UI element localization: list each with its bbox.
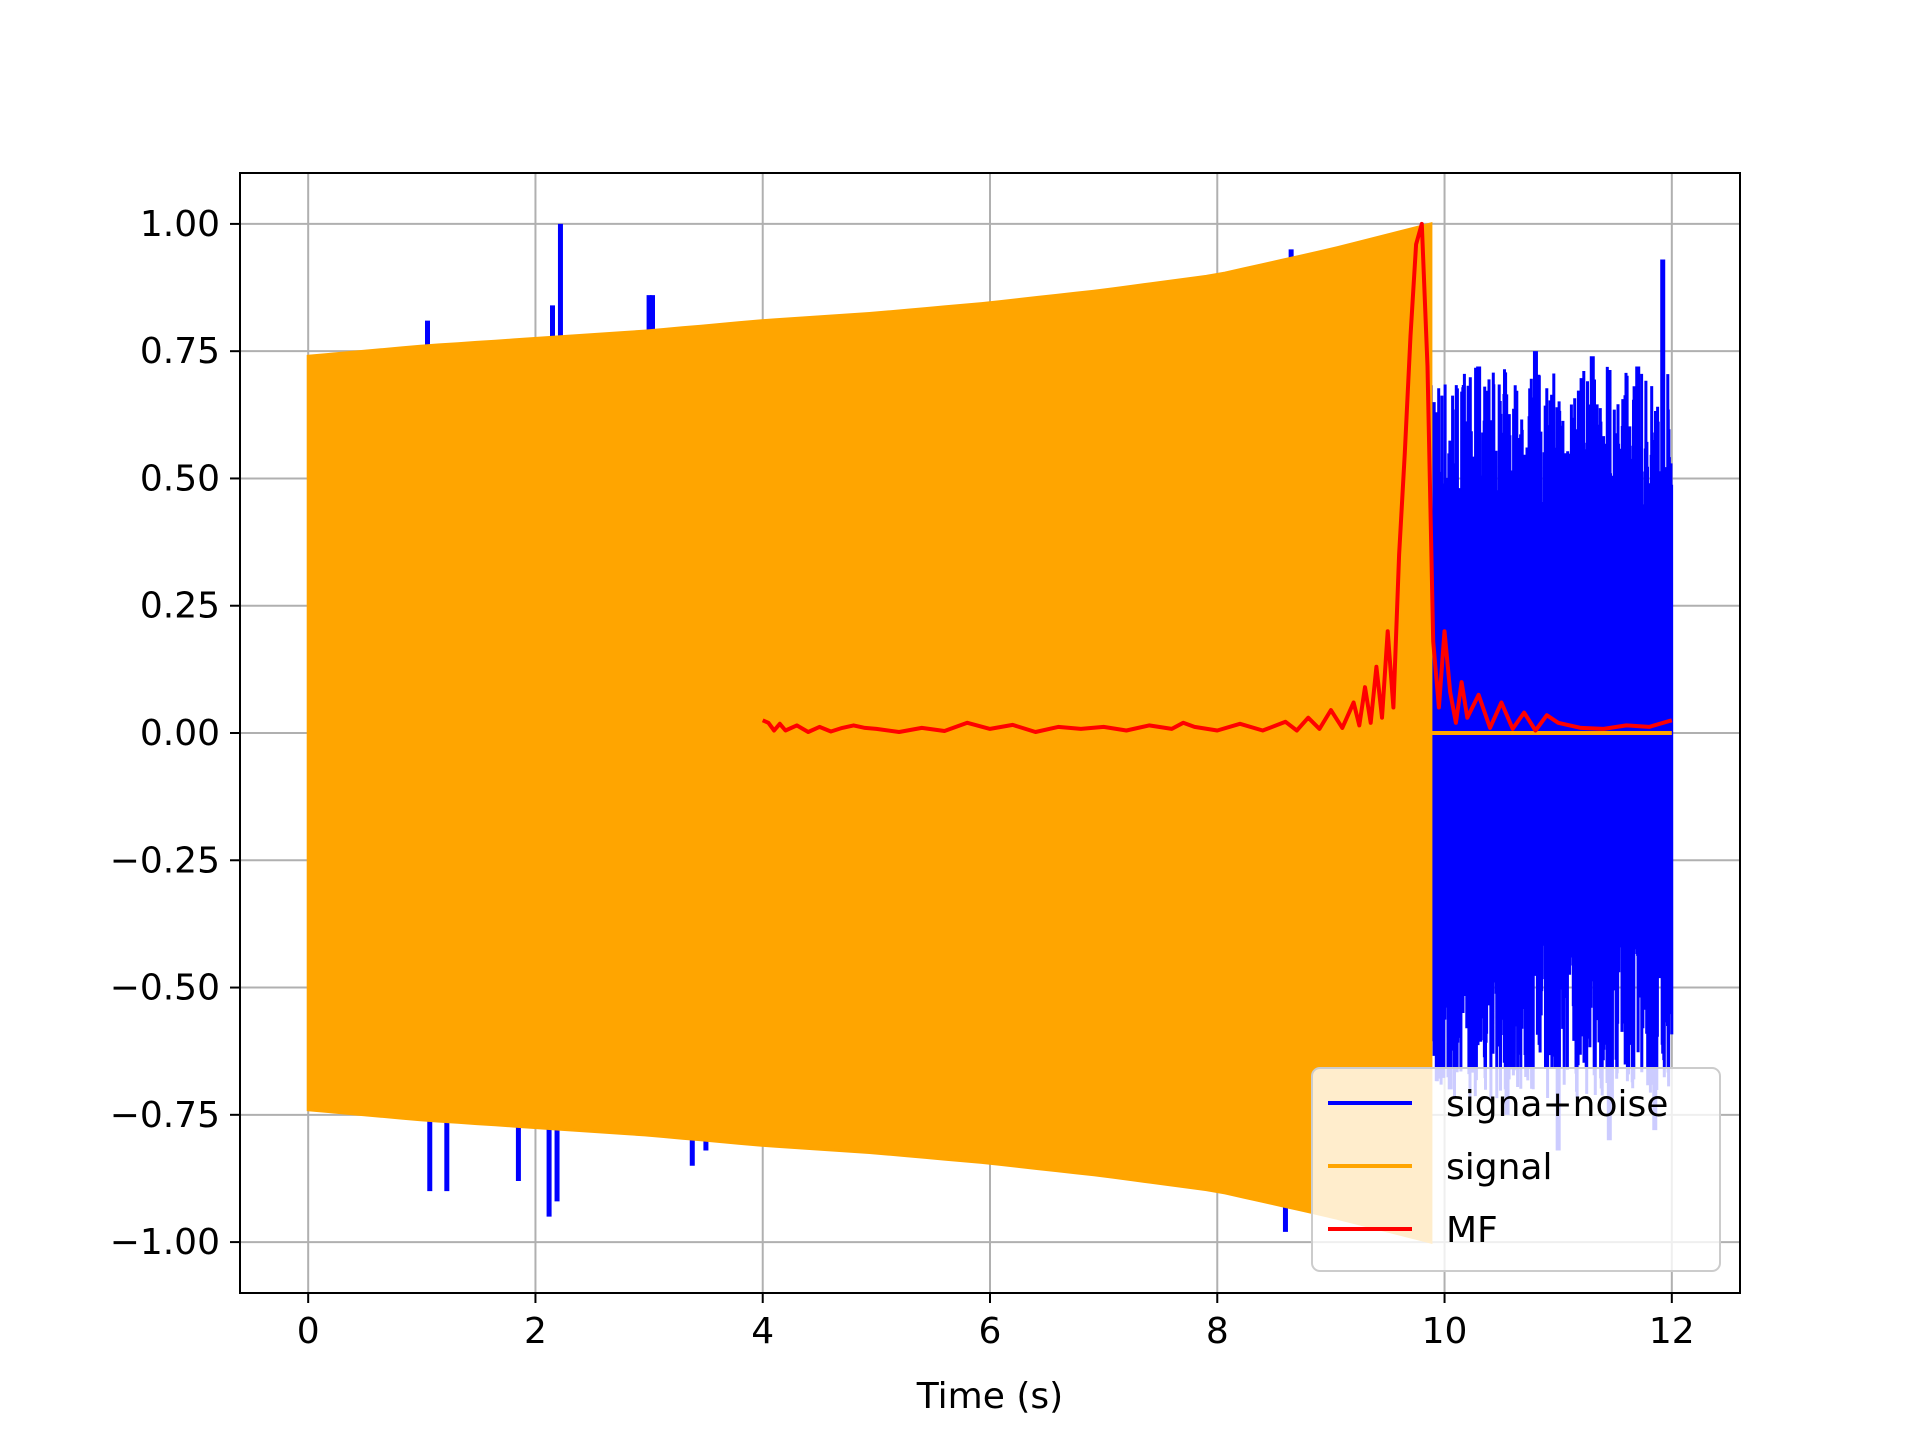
x-tick-label: 12 [1649, 1311, 1695, 1352]
x-tick-label: 8 [1206, 1311, 1229, 1352]
legend-label-signal: signal [1446, 1147, 1553, 1188]
x-axis: 0 2 4 6 8 10 12 [297, 1293, 1695, 1352]
y-tick-label: 0.00 [140, 713, 220, 754]
series-signal-fill [306, 221, 1433, 1245]
series-mf-line [761, 221, 1673, 734]
legend-label-signa-noise: signa+noise [1446, 1084, 1668, 1125]
series-signa-noise-line [1429, 366, 1674, 1099]
x-tick-label: 6 [979, 1311, 1002, 1352]
y-tick-label: 0.50 [140, 458, 220, 499]
y-tick-label: −0.50 [110, 968, 220, 1009]
legend: signa+noise signal MF [1311, 1067, 1721, 1272]
y-axis: 1.00 0.75 0.50 0.25 0.00 −0.25 −0.50 −0.75 −1.00 [110, 204, 240, 1263]
y-tick-label: −0.25 [110, 840, 220, 881]
legend-box [1311, 1067, 1721, 1272]
x-tick-label: 0 [297, 1311, 320, 1352]
x-tick-label: 2 [524, 1311, 547, 1352]
y-tick-label: 0.75 [140, 331, 220, 372]
y-tick-label: −0.75 [110, 1095, 220, 1136]
x-tick-label: 4 [751, 1311, 774, 1352]
y-tick-label: 0.25 [140, 586, 220, 627]
x-tick-label: 10 [1422, 1311, 1468, 1352]
y-tick-label: 1.00 [140, 204, 220, 245]
legend-label-mf: MF [1446, 1210, 1498, 1251]
x-axis-label: Time (s) [916, 1376, 1063, 1417]
y-tick-label: −1.00 [110, 1222, 220, 1263]
plot-series [306, 221, 1674, 1245]
